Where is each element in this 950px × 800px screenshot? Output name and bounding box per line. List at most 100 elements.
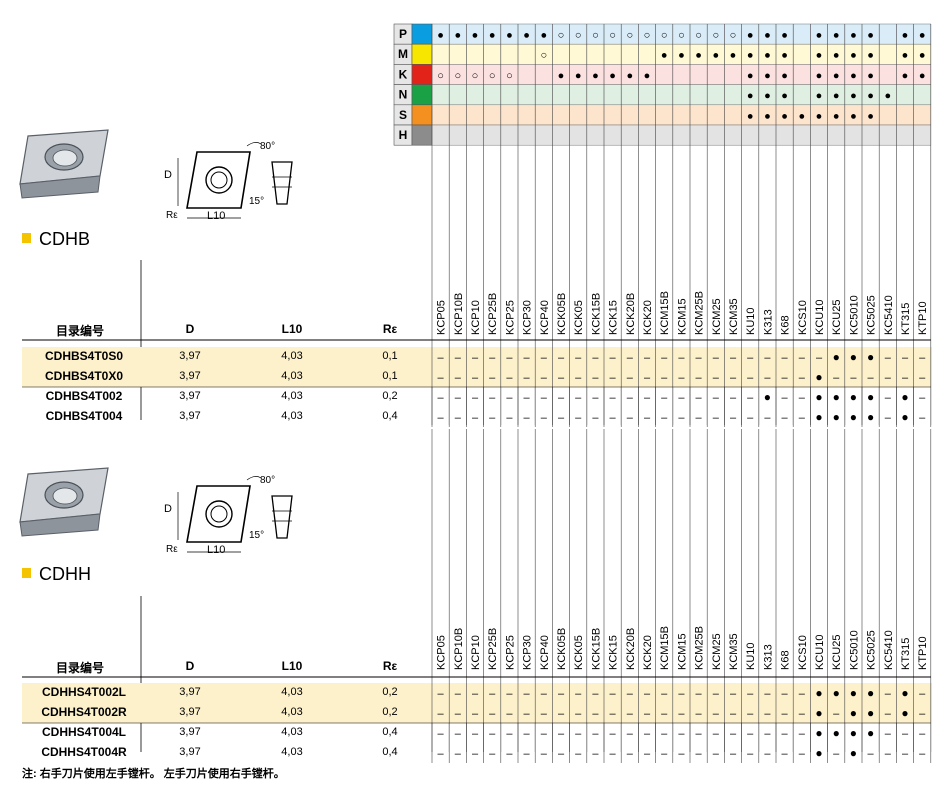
grade-availability-KCU10: –	[816, 352, 823, 364]
grade-availability-KCP30: –	[524, 728, 531, 740]
grade-label-KU10: KU10	[745, 307, 757, 335]
grade-availability-KCP25B: –	[489, 412, 496, 424]
grade-availability-K68: –	[782, 392, 789, 404]
grade-availability-KC5025: ●	[867, 706, 874, 720]
diagram-hole-inner	[210, 171, 228, 189]
grade-availability-KCK20B: –	[627, 748, 634, 760]
grade-availability-KCP10B: –	[455, 412, 462, 424]
suitability-mark-P-KT315: ●	[902, 30, 909, 42]
grade-availability-KC5025: ●	[867, 410, 874, 424]
grade-availability-KCP10B: –	[455, 748, 462, 760]
suitability-mark-S-KC5025: ●	[867, 110, 874, 122]
material-color-swatch-M	[411, 43, 433, 65]
grade-availability-KCP30: –	[524, 708, 531, 720]
suitability-mark-K-KCP25B: ○	[489, 70, 496, 82]
value-d: 3,97	[179, 350, 201, 362]
grade-availability-KCK20: –	[644, 708, 651, 720]
grade-availability-KC5025: ●	[867, 726, 874, 740]
grade-availability-KCM25B: –	[696, 352, 703, 364]
section-gap	[431, 425, 932, 429]
grade-availability-KCK05: –	[575, 728, 582, 740]
diagram-angle80-label: 80°	[260, 475, 275, 486]
grade-label-KCM25: KCM25	[711, 298, 723, 335]
suitability-mark-K-KCK15: ●	[609, 70, 616, 82]
grade-availability-KCM15: –	[678, 392, 685, 404]
grade-availability-KCP25: –	[506, 708, 513, 720]
suitability-mark-K-KCK05: ●	[575, 70, 582, 82]
grade-label-KU10: KU10	[745, 642, 757, 670]
grade-availability-KC5010: ●	[850, 686, 857, 700]
grade-availability-KCM15B: –	[661, 392, 668, 404]
grade-availability-KCS10: –	[799, 392, 806, 404]
grade-availability-KCP05: –	[438, 412, 445, 424]
header-d: D	[185, 322, 195, 336]
grade-availability-KCP10: –	[472, 372, 479, 384]
suitability-mark-P-KCU25: ●	[833, 30, 840, 42]
grade-availability-KCU10: ●	[815, 706, 822, 720]
grade-label-KCS10: KCS10	[797, 635, 809, 670]
grade-availability-KCK05B: –	[558, 748, 565, 760]
grade-availability-KCP30: –	[524, 392, 531, 404]
grade-availability-KCP10: –	[472, 708, 479, 720]
grade-availability-K313: –	[764, 708, 771, 720]
suitability-mark-K-KU10: ●	[747, 70, 754, 82]
grade-availability-KCU10: ●	[815, 746, 822, 760]
grade-availability-KTP10: –	[919, 728, 926, 740]
grade-availability-KTP10: –	[919, 412, 926, 424]
grade-label-K313: K313	[762, 644, 774, 670]
grade-availability-KCU25: –	[833, 748, 840, 760]
suitability-mark-P-KCP30: ●	[523, 30, 530, 42]
grade-availability-KCS10: –	[799, 728, 806, 740]
suitability-mark-P-KCM25: ○	[712, 30, 719, 42]
header-re: Rε	[382, 659, 398, 673]
grade-availability-KCP10B: –	[455, 352, 462, 364]
grade-availability-KC5010: ●	[850, 350, 857, 364]
insert-hole-inner	[52, 487, 78, 505]
grade-availability-KCP30: –	[524, 352, 531, 364]
material-letter-P: P	[399, 27, 407, 41]
grade-availability-KCM15B: –	[661, 372, 668, 384]
suitability-mark-P-KCU10: ●	[816, 30, 823, 42]
suitability-mark-S-KCS10: ●	[798, 110, 805, 122]
grade-availability-KCP25B: –	[489, 728, 496, 740]
suitability-mark-P-K68: ●	[781, 30, 788, 42]
grade-availability-KCK05: –	[575, 688, 582, 700]
grade-label-KCM35: KCM35	[728, 298, 740, 335]
value-d: 3,97	[179, 370, 201, 382]
grade-availability-KCM25B: –	[696, 748, 703, 760]
grade-label-KCK05B: KCK05B	[556, 293, 568, 335]
grade-label-KCU10: KCU10	[814, 300, 826, 335]
grade-label-KCK15: KCK15	[608, 635, 620, 670]
grade-availability-KCP05: –	[438, 392, 445, 404]
grade-availability-KT315: –	[902, 748, 909, 760]
grade-label-KT315: KT315	[900, 303, 912, 335]
grade-label-KTP10: KTP10	[917, 636, 929, 670]
grade-availability-KCP25B: –	[489, 748, 496, 760]
grade-availability-KC5410: –	[885, 748, 892, 760]
grade-availability-KTP10: –	[919, 748, 926, 760]
grade-availability-KCS10: –	[799, 412, 806, 424]
grade-availability-KCK15B: –	[592, 392, 599, 404]
section-title-cdhb: CDHB	[39, 229, 91, 249]
grade-label-KCK20B: KCK20B	[625, 628, 637, 670]
suitability-mark-K-KCK20B: ●	[626, 70, 633, 82]
value-re: 0,2	[382, 390, 398, 402]
grade-availability-KCM25: –	[713, 372, 720, 384]
grade-label-KCP30: KCP30	[522, 635, 534, 670]
grade-availability-KC5410: –	[885, 372, 892, 384]
catalog-number: CDHBS4T0S0	[44, 349, 124, 363]
grade-availability-KCP10: –	[472, 412, 479, 424]
grade-availability-KCK15B: –	[592, 748, 599, 760]
grade-availability-KCP25B: –	[489, 392, 496, 404]
grade-availability-KT315: ●	[901, 706, 908, 720]
grade-availability-KCK05B: –	[558, 728, 565, 740]
grade-availability-KCM25B: –	[696, 688, 703, 700]
grade-availability-KCK20B: –	[627, 372, 634, 384]
grade-availability-KCK20: –	[644, 728, 651, 740]
catalog-number: CDHBS4T004	[45, 409, 123, 423]
material-letter-N: N	[399, 88, 408, 102]
grade-label-KCK15B: KCK15B	[590, 628, 602, 670]
grade-availability-KCK15: –	[610, 412, 617, 424]
row-highlight	[22, 367, 931, 387]
